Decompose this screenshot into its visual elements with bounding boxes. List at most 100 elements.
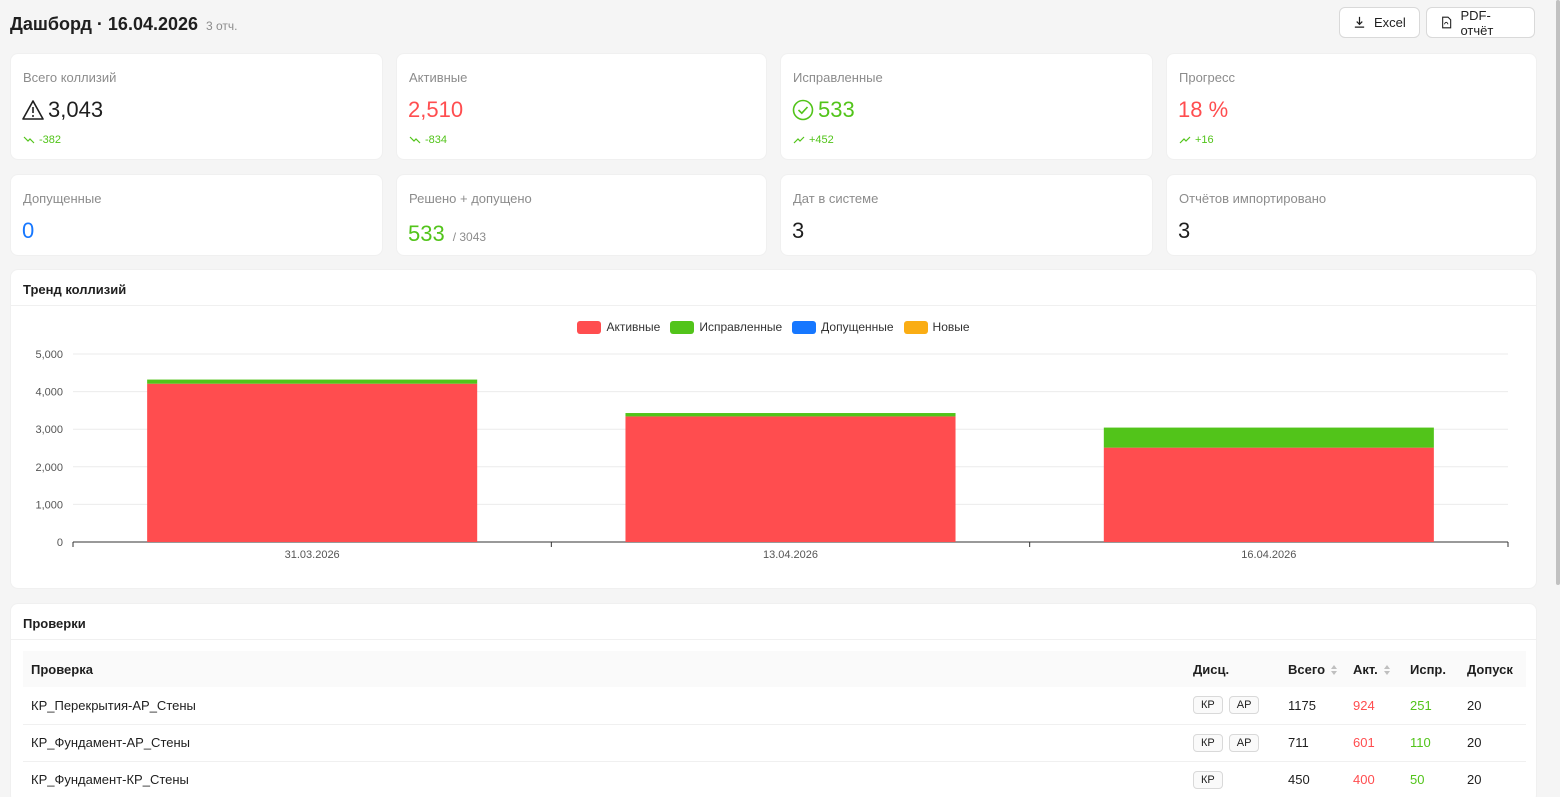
bar-segment <box>1103 427 1434 448</box>
page-header: Дашборд · 16.04.2026 3 отч. Excel PDF-отч… <box>10 0 1535 48</box>
disc-tags: КР АР <box>1185 724 1280 762</box>
stat-delta: +16 <box>1179 134 1214 146</box>
trend-up-icon <box>1179 136 1191 144</box>
stat-card-imported: Отчётов импортировано 3 <box>1166 174 1537 256</box>
stat-card-resolved: Решено + допущено 533 / 3043 <box>396 174 767 256</box>
y-tick-label: 2,000 <box>35 462 63 474</box>
allowed-cell: 20 <box>1459 687 1526 725</box>
check-name: КР_Фундамент-АР_Стены <box>23 724 1185 762</box>
stat-label: Активные <box>409 70 468 85</box>
col-header-check: Проверка <box>31 661 93 677</box>
stat-label: Допущенные <box>23 191 102 206</box>
stat-label: Исправленные <box>793 70 883 85</box>
pdf-report-button[interactable]: PDF-отчёт <box>1426 7 1535 38</box>
stat-value-text: 3 <box>792 218 805 243</box>
y-tick-label: 4,000 <box>35 387 63 399</box>
trend-down-icon <box>409 136 421 144</box>
disc-tag: КР <box>1193 733 1223 752</box>
trend-title: Тренд коллизий <box>23 282 127 297</box>
sort-icon <box>1331 665 1338 676</box>
trend-down-icon <box>23 136 35 144</box>
stat-value: 533 / 3043 <box>408 218 486 250</box>
stat-value-text: 533 <box>408 221 445 246</box>
stat-label: Решено + допущено <box>409 191 532 206</box>
check-name: КР_Перекрытия-АР_Стены <box>23 687 1185 725</box>
active-cell: 601 <box>1345 724 1402 762</box>
check-circle-icon <box>792 99 814 121</box>
stat-label: Всего коллизий <box>23 70 117 85</box>
stat-value-text: 2,510 <box>408 97 464 122</box>
stat-value: 3 <box>1178 218 1190 244</box>
stat-card-dates: Дат в системе 3 <box>780 174 1153 256</box>
legend-swatch <box>670 320 695 334</box>
excel-button[interactable]: Excel <box>1339 7 1420 38</box>
disc-tags: КР АР <box>1185 687 1280 725</box>
fixed-cell: 50 <box>1402 761 1459 797</box>
table-row[interactable]: КР_Перекрытия-АР_Стены КР АР 1175 924 251… <box>23 687 1526 725</box>
stat-value-of: / 3043 <box>452 230 487 244</box>
stat-card-active: Активные 2,510 -834 <box>396 53 767 160</box>
stat-card-progress: Прогресс 18 % +16 <box>1166 53 1537 160</box>
pdf-button-label: PDF-отчёт <box>1460 7 1494 38</box>
download-icon <box>1354 16 1365 28</box>
divider <box>11 639 1536 640</box>
bar-segment <box>625 416 956 542</box>
allowed-cell: 20 <box>1459 724 1526 762</box>
legend-item-allowed[interactable]: Допущенные <box>792 320 894 334</box>
y-tick-label: 5,000 <box>35 349 63 361</box>
legend-item-fixed[interactable]: Исправленные <box>670 320 782 334</box>
stat-value-text: 0 <box>22 218 35 243</box>
x-tick-label: 16.04.2026 <box>1241 549 1296 561</box>
trend-up-icon <box>793 136 805 144</box>
total-cell: 711 <box>1280 724 1345 762</box>
stat-value: 0 <box>22 218 34 244</box>
active-cell: 400 <box>1345 761 1402 797</box>
disc-tag: АР <box>1228 696 1260 715</box>
bar-segment <box>1103 447 1434 542</box>
x-tick-label: 31.03.2026 <box>285 549 340 561</box>
check-name: КР_Фундамент-КР_Стены <box>23 761 1185 797</box>
stat-value-text: 533 <box>818 97 855 122</box>
stat-value-text: 18 % <box>1178 97 1229 122</box>
allowed-cell: 20 <box>1459 761 1526 797</box>
disc-tags: КР <box>1185 761 1280 797</box>
table-header-row: Проверка Дисц. Всего Акт. Испр. Допуск <box>23 651 1526 687</box>
legend-label: Новые <box>932 320 970 334</box>
y-tick-label: 1,000 <box>35 499 63 511</box>
page-title-text: Дашборд · 16.04.2026 <box>10 14 199 34</box>
y-tick-label: 3,000 <box>35 424 63 436</box>
stat-label: Отчётов импортировано <box>1179 191 1327 206</box>
col-header-active[interactable]: Акт. <box>1345 651 1402 687</box>
checks-card: Проверки Проверка Дисц. Всего Акт. Испр.… <box>10 603 1537 797</box>
legend-label: Допущенные <box>821 320 894 334</box>
col-header-fixed: Испр. <box>1410 661 1446 677</box>
table-row[interactable]: КР_Фундамент-КР_Стены КР 450 400 50 20 <box>23 761 1526 797</box>
stat-value: 3 <box>792 218 804 244</box>
col-header-disc: Дисц. <box>1193 661 1230 677</box>
legend-item-new[interactable]: Новые <box>903 320 970 334</box>
stat-delta-text: -834 <box>425 134 448 146</box>
divider <box>11 305 1536 306</box>
stat-delta-text: +16 <box>1195 134 1214 146</box>
legend-label: Исправленные <box>699 320 783 334</box>
stat-delta-text: +452 <box>809 134 834 146</box>
report-count: 3 отч. <box>206 19 238 33</box>
stat-value: 3,043 <box>22 97 103 123</box>
table-row[interactable]: КР_Фундамент-АР_Стены КР АР 711 601 110 2… <box>23 724 1526 762</box>
fixed-cell: 251 <box>1402 687 1459 725</box>
stat-delta: -834 <box>409 134 447 146</box>
checks-table-wrap: Проверка Дисц. Всего Акт. Испр. Допуск К… <box>23 651 1526 797</box>
stat-label: Дат в системе <box>793 191 879 206</box>
checks-title: Проверки <box>23 616 86 631</box>
chart-legend: Активные Исправленные Допущенные Новые <box>11 320 1536 334</box>
total-cell: 450 <box>1280 761 1345 797</box>
pdf-file-icon <box>1442 16 1452 29</box>
page-scrollbar[interactable] <box>1556 0 1560 585</box>
bar-segment <box>147 383 478 542</box>
stat-card-allowed: Допущенные 0 <box>10 174 383 256</box>
legend-item-active[interactable]: Активные <box>577 320 660 334</box>
disc-tag: АР <box>1228 733 1260 752</box>
fixed-cell: 110 <box>1402 724 1459 762</box>
col-header-active-label: Акт. <box>1353 661 1378 677</box>
col-header-total[interactable]: Всего <box>1280 651 1345 687</box>
